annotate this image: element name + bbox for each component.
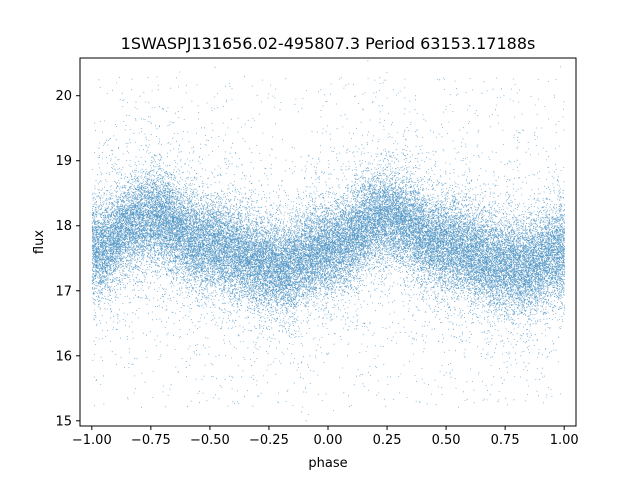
x-tick-label: −0.75 <box>131 433 171 448</box>
x-tick-label: 0.75 <box>491 433 520 448</box>
x-tick-label: 1.00 <box>550 433 579 448</box>
y-tick-label: 19 <box>55 154 72 169</box>
x-tick-label: 0.50 <box>432 433 461 448</box>
y-tick-label: 20 <box>55 89 72 104</box>
scatter-points <box>91 60 566 422</box>
y-tick-label: 15 <box>55 414 72 429</box>
x-tick-label: 0.25 <box>373 433 402 448</box>
data-points <box>91 60 566 422</box>
y-axis: 15 16 17 18 19 20 <box>55 89 80 429</box>
chart-title: 1SWASPJ131656.02-495807.3 Period 63153.1… <box>121 34 536 53</box>
x-tick-label: 0.00 <box>314 433 343 448</box>
y-axis-label: flux <box>32 230 47 254</box>
y-tick-label: 16 <box>55 349 72 364</box>
x-tick-label: −0.50 <box>190 433 230 448</box>
x-tick-label: −1.00 <box>72 433 112 448</box>
x-tick-label: −0.25 <box>249 433 289 448</box>
y-tick-label: 18 <box>55 219 72 234</box>
y-tick-label: 17 <box>55 284 72 299</box>
x-axis-label: phase <box>308 456 347 471</box>
x-axis: −1.00 −0.75 −0.50 −0.25 0.00 0.25 0.50 0.75 1.00 <box>72 426 579 448</box>
